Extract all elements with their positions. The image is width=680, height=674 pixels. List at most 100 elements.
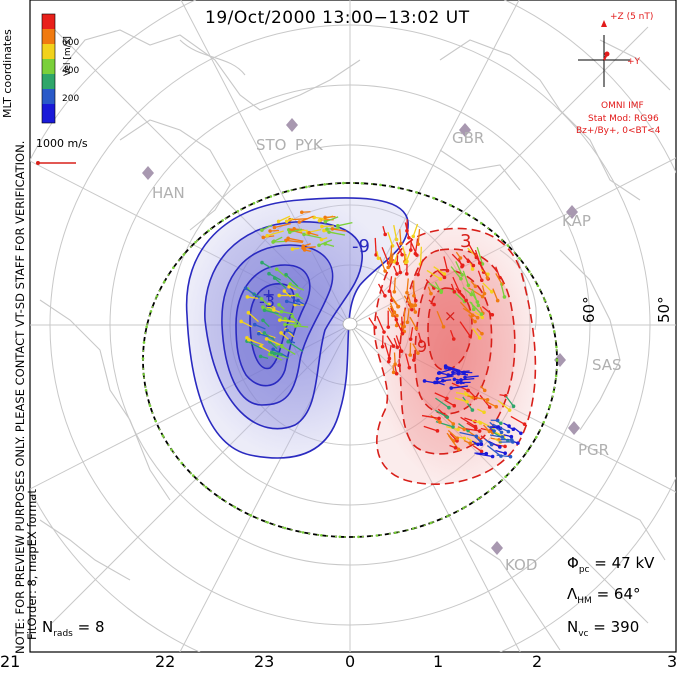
velocity-vector-tail [264,309,279,315]
velocity-vector-origin [408,337,413,341]
velocity-vector-origin [290,247,295,251]
velocity-vector-origin [383,269,387,273]
velocity-vector-origin [451,370,455,375]
velocity-vector-tail [368,317,376,328]
velocity-vector-tail [464,375,479,379]
velocity-vector-origin [439,289,444,293]
velocity-vector-origin [400,252,404,257]
velocity-vector-tail [407,294,412,306]
latitude-label-60: 60° [580,296,598,323]
boundary-vector-dot [515,462,519,466]
velocity-vector-origin [260,260,264,265]
nvc-symbol: N [567,618,579,636]
velocity-vector-origin [502,295,507,299]
velocity-vector-origin [272,308,276,312]
velocity-vector-origin [490,454,495,459]
nrads-symbol: N [42,618,54,636]
boundary-vector-dot [504,475,507,479]
velocity-vector-tail [269,353,283,361]
boundary-vector-dot [283,526,287,530]
velocity-vector-tail [481,305,493,316]
nrads-stat: Nrads = 8 [42,618,105,639]
imf-clock-dial [578,35,630,87]
velocity-vector-origin [261,235,266,240]
velocity-vector-origin [411,234,416,239]
boundary-vector-dot [375,534,379,537]
velocity-vector-origin [419,339,423,344]
velocity-vector-origin [478,421,483,425]
dawn-convection-cell [373,227,537,485]
boundary-vector-dot [207,229,210,233]
velocity-vector-origin [492,429,496,433]
velocity-vector-tail [281,346,296,356]
lambda-value: = 64° [596,585,641,603]
velocity-vector-tail [486,445,502,457]
velocity-vector-tail [274,277,287,289]
velocity-vector-origin [280,344,284,349]
boundary-vector-dot [491,486,495,490]
velocity-vector-tail [421,414,440,420]
velocity-vector-tail [376,315,385,333]
velocity-vector-origin [256,331,261,336]
boundary-vector-dot [341,181,345,185]
velocity-vector-origin [271,240,275,244]
boundary-vector-dot [319,533,323,537]
velocity-vector-origin [258,354,263,359]
velocity-vector-origin [274,267,279,272]
velocity-vector-tail [495,273,503,285]
velocity-vector-origin [267,271,271,276]
velocity-vector-origin [413,310,418,314]
colorbar-tick-600: 600 [62,38,80,48]
velocity-vector-tail [240,320,253,328]
velocity-vector-origin [452,290,457,294]
velocity-vector-origin [262,308,267,313]
lambda-subscript: HM [577,596,592,606]
potential-label-dusk-inner: -3 [259,292,275,311]
velocity-vector-origin [317,218,322,223]
velocity-vector-origin [395,313,399,318]
velocity-vector-origin [292,227,296,231]
velocity-vector-tail [318,239,333,246]
velocity-vector-origin [445,396,449,401]
boundary-vector-dot [148,404,152,408]
velocity-vector-tail [289,228,303,233]
velocity-vector-origin [259,297,264,301]
velocity-vector-tail [490,434,503,438]
boundary-vector-dot [141,357,145,360]
boundary-vector-dot [287,189,290,193]
velocity-vector-tail [393,352,396,365]
velocity-vector-origin [485,276,490,280]
velocity-vector-origin [382,330,386,334]
velocity-vector-tail [510,415,525,425]
velocity-vector-origin [489,442,494,447]
velocity-vector-origin [499,454,503,458]
velocity-vector-tail [261,224,273,231]
velocity-vector-origin [471,307,476,312]
station-label-sas: SAS [592,356,622,374]
velocity-vector-tail [267,230,284,237]
velocity-vector-origin [433,380,437,385]
velocity-vector-tail [379,256,386,272]
lambda-hm-stat: ΛHM = 64° [567,585,641,606]
velocity-vector-origin [286,339,290,344]
velocity-vector-tail [437,375,453,380]
velocity-vector-origin [416,242,420,246]
velocity-vector-origin [476,303,481,308]
velocity-vector-origin [264,337,269,341]
velocity-vector-tail [492,288,499,301]
velocity-vector-origin [395,345,400,349]
velocity-vector-tail [476,247,484,265]
boundary-vector-dot [191,474,195,477]
mlt-label-2: 2 [532,652,543,671]
velocity-vector-tail [414,238,419,254]
velocity-vector-origin [507,408,512,412]
latitude-label-50: 50° [655,296,673,323]
velocity-vector-tail [474,396,488,401]
map-title: 19/Oct/2000 13:00−13:02 UT [205,8,470,28]
velocity-vector-origin [459,380,463,385]
velocity-vectors [141,181,559,539]
station-label-kod: KOD [505,556,538,574]
velocity-vector-origin [272,276,277,280]
velocity-vector-origin [407,236,411,240]
velocity-vector-origin [437,371,442,375]
